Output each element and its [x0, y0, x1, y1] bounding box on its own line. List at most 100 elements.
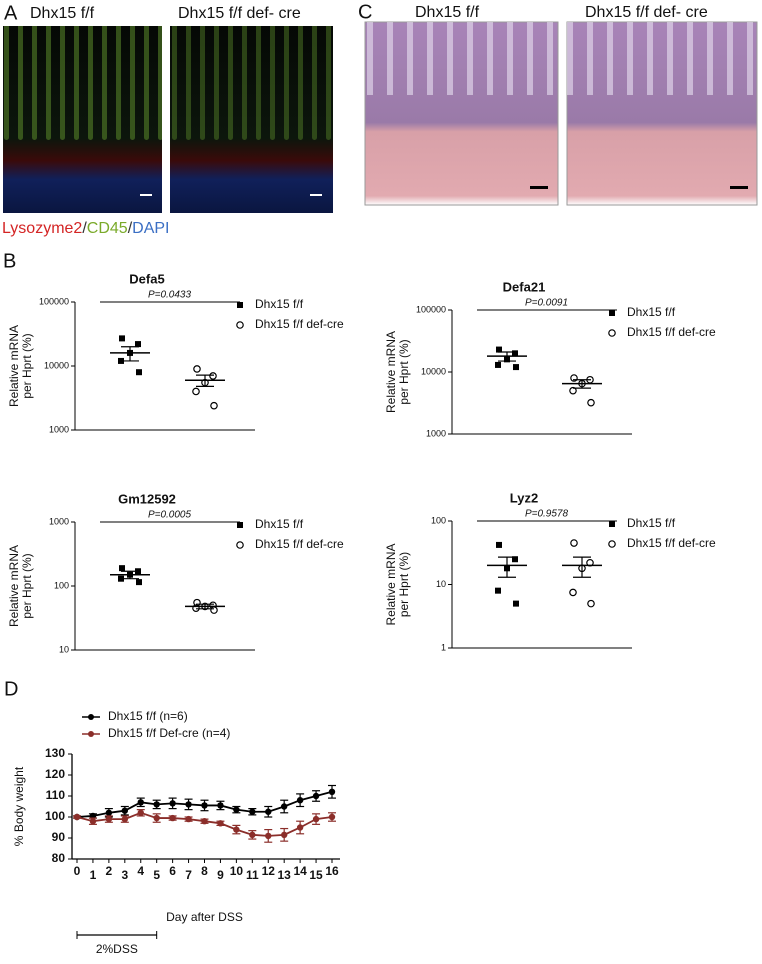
point [137, 799, 144, 806]
y-tick-label: 100 [431, 515, 446, 525]
y-tick-label: 1000 [426, 428, 446, 438]
legend-label: Dhx15 f/f [255, 517, 304, 531]
y-tick-label: 100000 [39, 296, 69, 306]
y-tick-label: 100 [45, 809, 65, 823]
point [153, 801, 160, 808]
point [569, 588, 577, 597]
chart-title: Lyz2 [510, 490, 538, 505]
y-tick-label: 1000 [49, 516, 69, 526]
legend-label: Dhx15 f/f [627, 516, 676, 530]
point [236, 541, 244, 549]
x-tick-label: 9 [217, 868, 224, 882]
image-title: Dhx15 f/f def- cre [178, 5, 301, 22]
legend-label: Dhx15 f/f (n=6) [108, 709, 188, 723]
x-tick-label: 0 [74, 864, 81, 878]
y-axis-label: Relative mRNA [384, 543, 398, 625]
point [570, 539, 578, 547]
y-tick-label: 90 [52, 830, 66, 844]
point [233, 826, 240, 833]
caption-part: / [82, 220, 87, 237]
y-tick-label: 110 [46, 788, 66, 802]
point [609, 310, 615, 316]
point [280, 803, 288, 810]
point [192, 387, 200, 396]
point [185, 801, 192, 808]
point [512, 350, 518, 357]
x-axis-label: Day after DSS [166, 910, 243, 924]
y-tick-label: 1 [441, 642, 446, 652]
y-axis-label: Relative mRNA [384, 331, 398, 413]
point [495, 361, 501, 368]
point [496, 541, 502, 548]
p-value: P=0.0433 [148, 290, 192, 301]
y-tick-label: 120 [45, 767, 65, 781]
point [233, 806, 240, 813]
chart-title: Defa21 [503, 279, 546, 294]
x-tick-label: 11 [246, 868, 259, 882]
point [312, 792, 320, 800]
panel-label: D [4, 678, 18, 700]
chart-title: Defa5 [129, 271, 164, 286]
y-tick-label: 130 [45, 746, 65, 760]
point [136, 369, 142, 376]
caption-part: DAPI [132, 220, 169, 237]
image-a1 [3, 26, 162, 213]
image-a2 [170, 26, 333, 213]
point [296, 824, 304, 831]
x-tick-label: 12 [262, 864, 276, 878]
x-tick-label: 4 [137, 864, 144, 878]
legend-marker [88, 731, 94, 737]
point [328, 813, 336, 821]
y-axis-label: Relative mRNA [7, 325, 21, 407]
image-title: Dhx15 f/f def- cre [585, 4, 708, 21]
p-value: P=0.0091 [525, 298, 568, 309]
legend-label: Dhx15 f/f [255, 297, 304, 311]
point [193, 365, 201, 373]
x-tick-label: 3 [121, 868, 128, 882]
y-tick-label: 10 [59, 644, 69, 654]
point [89, 818, 97, 825]
legend-label: Dhx15 f/f def-cre [627, 325, 716, 339]
point [512, 556, 518, 563]
legend-label: Dhx15 f/f def-cre [627, 536, 716, 550]
x-tick-label: 7 [185, 868, 192, 882]
legend-label: Dhx15 f/f Def-cre (n=4) [108, 726, 230, 740]
point [265, 832, 272, 840]
error-bar [573, 379, 591, 389]
error-bar [196, 374, 214, 388]
y-tick-label: 100 [54, 580, 69, 590]
x-tick-label: 16 [325, 864, 339, 878]
image-c1 [364, 21, 559, 206]
point [608, 540, 616, 548]
y-tick-label: 80 [52, 851, 66, 865]
error-bar [498, 351, 516, 362]
point [280, 831, 288, 839]
point [513, 364, 519, 371]
point [153, 814, 160, 822]
y-tick-label: 10000 [421, 366, 446, 376]
error-bar [196, 603, 214, 610]
x-tick-label: 15 [309, 868, 323, 882]
point [265, 808, 272, 815]
image-title: Dhx15 f/f [415, 4, 480, 21]
y-axis-label: % Body weight [12, 766, 26, 846]
caption-part: / [128, 220, 133, 237]
x-tick-label: 10 [230, 864, 244, 878]
point [201, 802, 208, 809]
x-tick-label: 2 [106, 864, 113, 878]
point [237, 302, 243, 308]
point [119, 335, 125, 342]
point [608, 329, 616, 337]
y-tick-label: 10000 [44, 360, 69, 370]
point [73, 813, 81, 821]
point [105, 815, 113, 823]
point [569, 386, 577, 395]
legend-label: Dhx15 f/f def-cre [255, 317, 344, 331]
point [609, 521, 615, 527]
point [209, 372, 217, 380]
panel-label: A [4, 2, 18, 24]
y-axis-label: per Hprt (%) [397, 339, 411, 404]
x-tick-label: 14 [293, 864, 307, 878]
legend-marker [88, 714, 94, 720]
point [201, 818, 208, 825]
